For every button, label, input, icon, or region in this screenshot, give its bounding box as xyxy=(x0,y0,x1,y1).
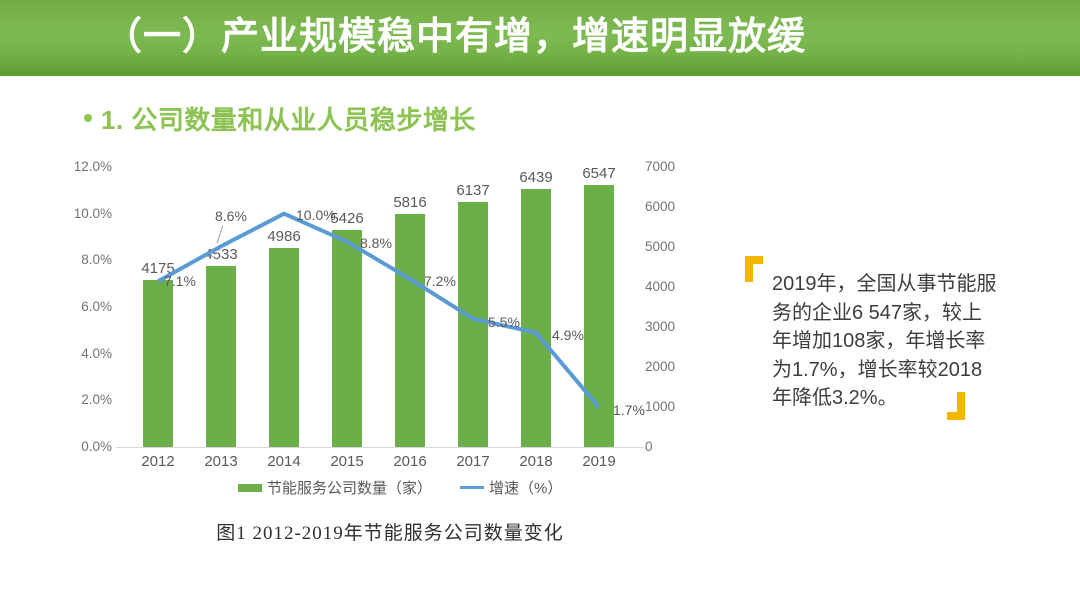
slide-title: （一）产业规模稳中有增，增速明显放缓 xyxy=(104,16,807,58)
growth-polyline xyxy=(157,211,601,409)
left-axis-tick: 12.0% xyxy=(73,159,112,174)
bar-2014 xyxy=(269,247,299,447)
bar-label-2017: 6137 xyxy=(456,181,490,199)
bar-2016 xyxy=(395,214,425,447)
bullet-icon xyxy=(84,114,92,122)
left-axis-tick: 0.0% xyxy=(81,439,112,454)
line-label-2019: 1.7% xyxy=(613,402,645,419)
line-label-2018: 4.9% xyxy=(552,326,584,343)
bar-label-2015: 5426 xyxy=(330,209,364,227)
quote-line: 2019年，全国从事节能服 xyxy=(772,273,997,295)
right-axis-tick: 2000 xyxy=(645,359,676,374)
line-label-2017: 5.5% xyxy=(488,313,520,330)
subtitle-text: 1. 公司数量和从业人员稳步增长 xyxy=(101,104,476,135)
open-quote-icon xyxy=(745,256,763,282)
title-banner: （一）产业规模稳中有增，增速明显放缓 xyxy=(0,0,1080,76)
x-axis-line xyxy=(116,447,644,448)
line-label-2014: 10.0% xyxy=(296,206,336,223)
bar-label-2012: 4175 xyxy=(141,260,175,277)
right-axis-tick: 6000 xyxy=(645,199,676,214)
quote-line: 年降低3.2%。 xyxy=(772,387,898,409)
bar-2019 xyxy=(584,185,614,447)
left-axis-tick: 4.0% xyxy=(81,345,112,361)
left-axis-tick: 2.0% xyxy=(81,392,112,408)
bar-label-2018: 6439 xyxy=(519,169,553,187)
section-subtitle: 1. 公司数量和从业人员稳步增长 xyxy=(84,100,476,136)
x-axis-label-2012: 2012 xyxy=(141,453,175,470)
quote-line: 务的企业6 547家，较上 xyxy=(772,301,983,324)
bar-series-swatch-icon xyxy=(238,483,262,492)
x-axis-label-2016: 2016 xyxy=(393,453,427,470)
right-axis-tick: 0 xyxy=(645,439,653,454)
left-axis-tick: 10.0% xyxy=(73,205,112,221)
bar-label-2014: 4986 xyxy=(267,227,301,245)
line-label-2016: 7.2% xyxy=(424,273,456,289)
right-axis-tick: 3000 xyxy=(645,319,676,334)
left-axis-tick: 8.0% xyxy=(81,252,112,268)
legend-label-line: 增速（%） xyxy=(489,480,563,497)
right-axis-tick: 1000 xyxy=(645,399,676,414)
bar-2012 xyxy=(143,280,173,447)
chart-legend: 节能服务公司数量（家） 增速（%） xyxy=(238,477,562,498)
x-axis-label-2014: 2014 xyxy=(267,453,301,470)
right-axis-tick: 4000 xyxy=(645,279,676,294)
bar-2017 xyxy=(458,201,488,447)
bar-label-2016: 5816 xyxy=(393,194,427,212)
line-label-2015: 8.8% xyxy=(360,234,392,251)
x-axis-label-2018: 2018 xyxy=(519,453,553,470)
right-axis-tick: 7000 xyxy=(645,159,676,174)
quote-line: 为1.7%，增长率较2018 xyxy=(772,358,983,381)
bar-label-2019: 6547 xyxy=(582,165,616,183)
legend-item-line: 增速（%） xyxy=(460,477,562,498)
bar-2013 xyxy=(206,265,236,447)
x-axis-label-2015: 2015 xyxy=(330,453,364,470)
close-quote-icon xyxy=(947,392,965,420)
legend-label-bars: 节能服务公司数量（家） xyxy=(267,480,433,497)
label-leader-line xyxy=(216,225,224,244)
x-axis-label-2017: 2017 xyxy=(456,453,490,470)
combo-chart: 12.0% 10.0% 8.0% 6.0% 4.0% 2.0% 0.0% 7000 6000 50… xyxy=(60,150,720,490)
bar-2018 xyxy=(521,189,551,447)
bar-2015 xyxy=(332,229,362,447)
quote-line: 年增加108家，年增长率 xyxy=(772,330,986,352)
line-series-swatch-icon xyxy=(460,485,485,490)
x-axis-label-2013: 2013 xyxy=(204,453,238,470)
legend-item-bars: 节能服务公司数量（家） xyxy=(238,477,432,498)
x-axis-label-2019: 2019 xyxy=(582,453,616,470)
line-label-2013: 8.6% xyxy=(215,208,247,225)
right-axis-tick: 5000 xyxy=(645,239,676,254)
left-axis-tick: 6.0% xyxy=(81,299,112,314)
figure-caption: 图1 2012-2019年节能服务公司数量变化 xyxy=(216,523,564,544)
quote-paragraph: 2019年，全国从事节能服 务的企业6 547家，较上 年增加108家，年增长率… xyxy=(772,270,997,413)
growth-line xyxy=(157,211,601,409)
line-label-2012: 7.1% xyxy=(164,273,196,290)
